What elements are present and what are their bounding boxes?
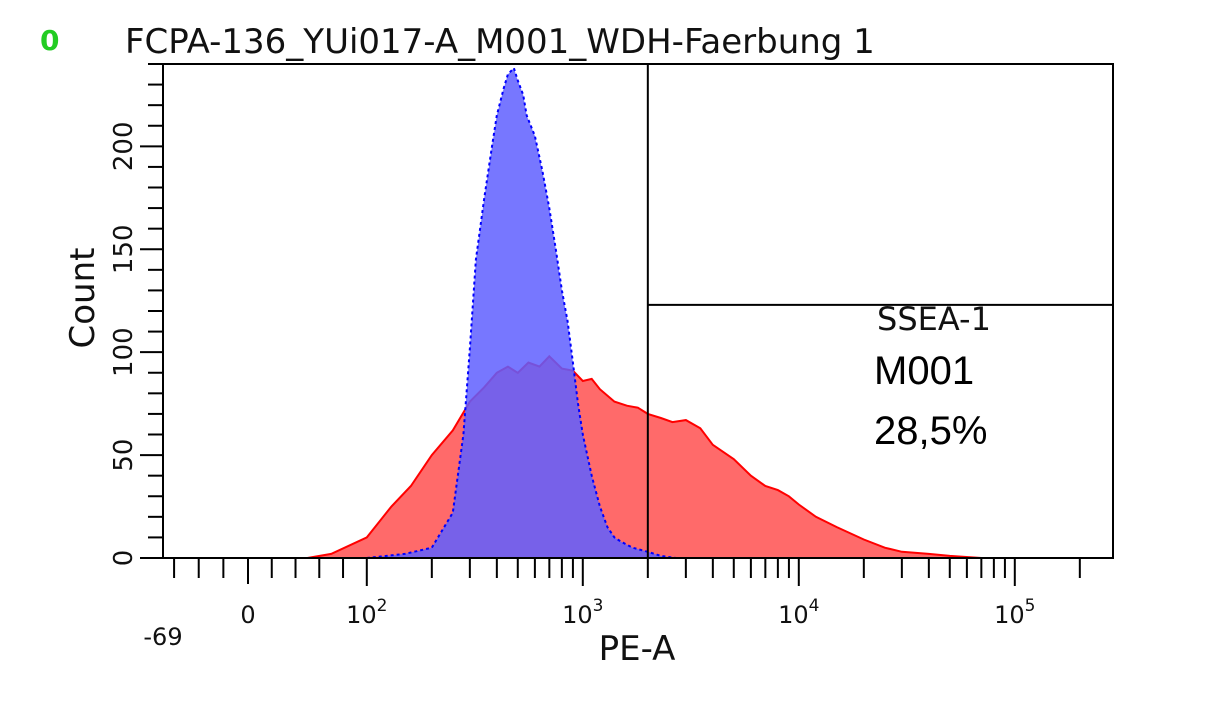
x-tick-label: -69 (143, 623, 182, 651)
x-tick-exponent: 2 (377, 596, 388, 616)
x-axis-label: PE-A (599, 629, 676, 669)
x-tick-label: 0 (240, 601, 255, 629)
y-tick-label: 0 (109, 550, 139, 567)
y-axis: 0 50 100 150 200 (109, 63, 163, 567)
sample-indicator: 0 (40, 24, 59, 57)
x-tick-label: 103 (562, 596, 603, 629)
x-tick-exponent: 5 (1025, 596, 1036, 616)
marker-name: M001 (874, 349, 974, 393)
gate-label: SSEA-1 (877, 300, 991, 338)
y-tick-label: 100 (109, 327, 139, 377)
plot-area (307, 66, 982, 559)
y-axis-label: Count (63, 248, 103, 349)
y-tick-label: 150 (109, 224, 139, 274)
marker-percent: 28,5% (874, 409, 987, 453)
x-tick-label: 102 (346, 596, 387, 629)
x-tick-exponent: 3 (593, 596, 604, 616)
x-tick-label: 104 (778, 596, 819, 629)
ssea-1-gate (646, 64, 1113, 558)
histogram-series-2 (366, 66, 677, 559)
x-axis: -69 0 102 103 104 105 (143, 558, 1081, 651)
chart-title: FCPA-136_YUi017-A_M001_WDH-Faerbung 1 (125, 22, 875, 62)
y-tick-label: 200 (109, 122, 139, 172)
x-tick-label: 105 (994, 596, 1035, 629)
x-tick-exponent: 4 (809, 596, 820, 616)
y-tick-label: 50 (109, 439, 139, 472)
